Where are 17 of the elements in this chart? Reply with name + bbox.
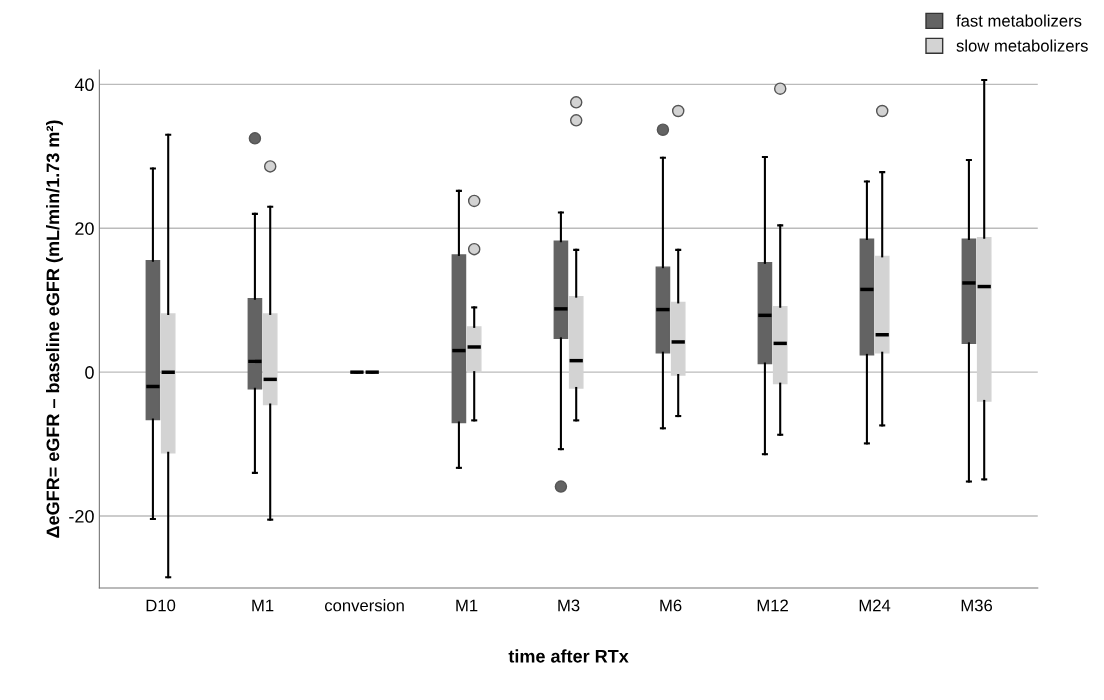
x-tick-label: M3 xyxy=(558,599,580,612)
y-tick-label: 0 xyxy=(85,366,94,379)
y-tick-label: 40 xyxy=(74,78,94,92)
x-tick-label: M36 xyxy=(961,599,993,612)
y-tick-label: 20 xyxy=(75,222,94,235)
x-axis-title: time after RTx xyxy=(508,649,629,663)
x-tick-label: M1 xyxy=(252,599,274,612)
y-axis-title: ΔeGFR= eGFR – baseline eGFR (mL/min/1.73 m²) xyxy=(46,120,63,538)
x-tick-label: M1 xyxy=(456,599,478,612)
legend-label: slow metabolizers xyxy=(956,39,1088,52)
y-tick-label: -20 xyxy=(69,509,94,523)
legend-label: fast metabolizers xyxy=(956,14,1082,27)
x-tick-label: M24 xyxy=(859,599,891,612)
x-tick-label: D10 xyxy=(146,599,176,612)
x-tick-label: M6 xyxy=(660,599,682,612)
x-tick-label: M12 xyxy=(757,599,788,612)
x-tick-label: conversion xyxy=(324,599,404,612)
